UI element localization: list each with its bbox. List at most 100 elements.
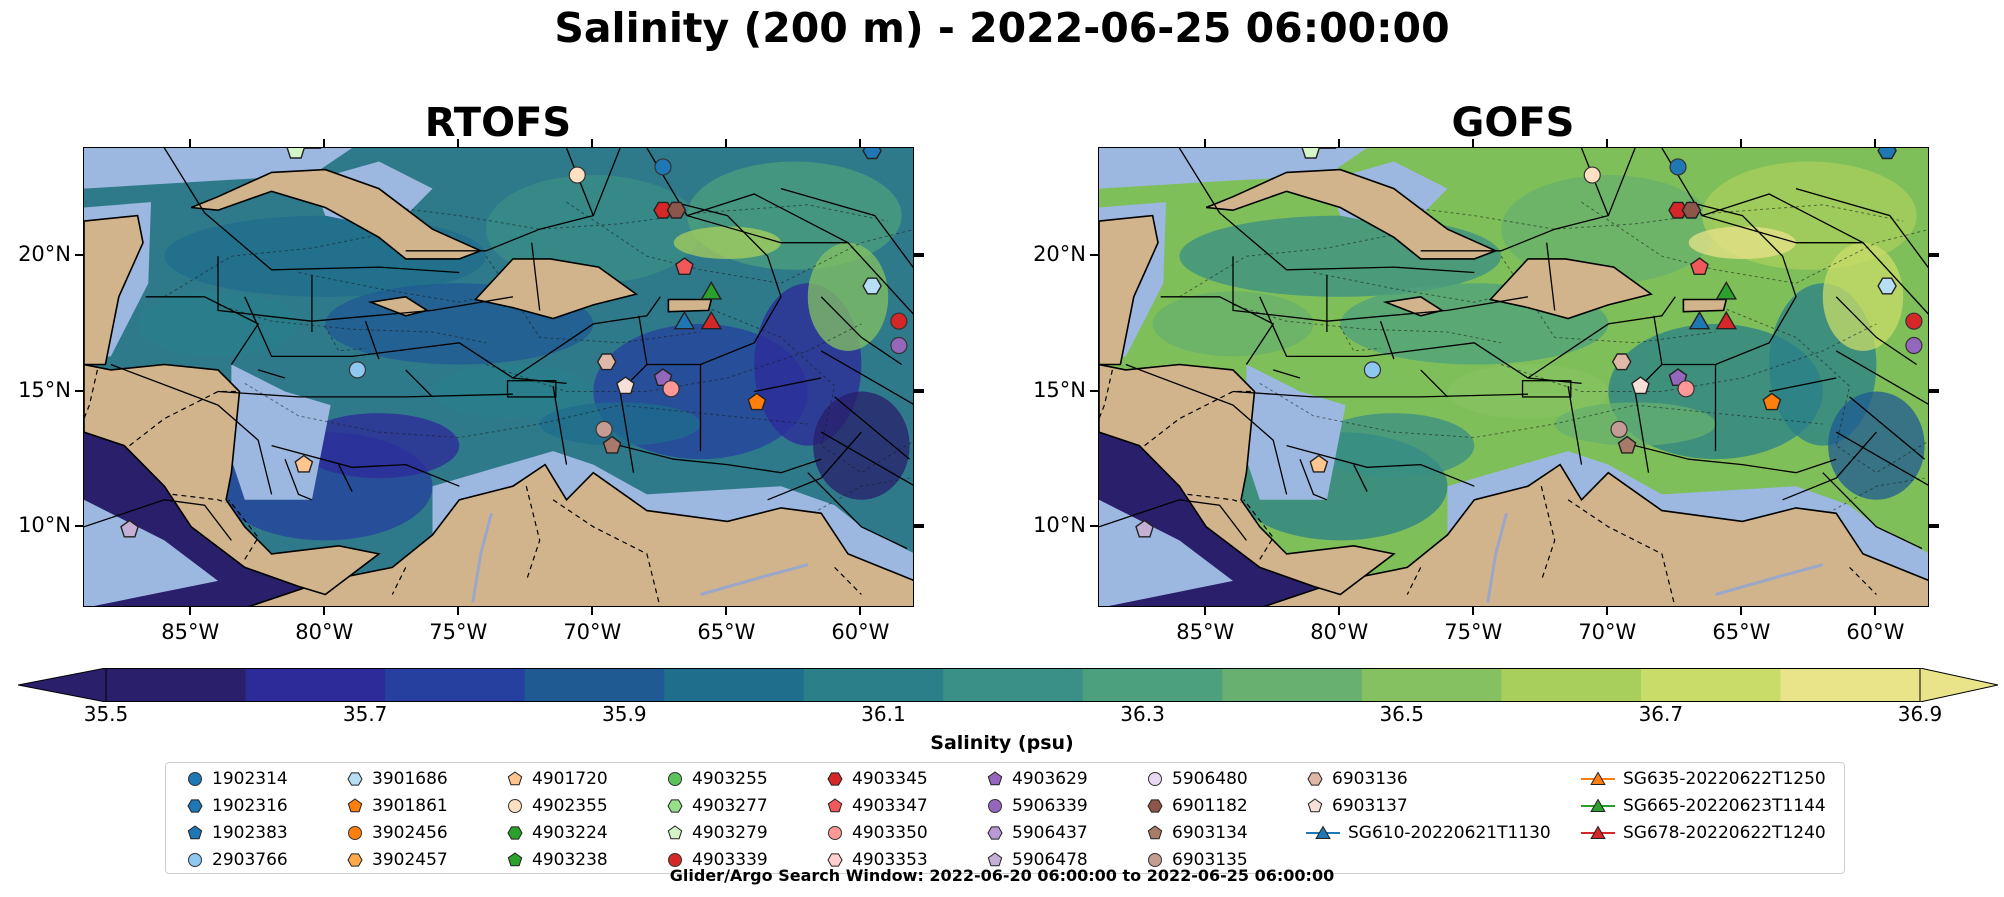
legend-label: 4903347 [852, 796, 928, 816]
hexagon-marker-icon [1147, 799, 1163, 813]
eez-boundary [767, 431, 862, 501]
legend-label: 4903255 [692, 769, 768, 789]
lon-tick-mark [1472, 607, 1475, 615]
marker-5906478 [1135, 519, 1154, 538]
triangle-marker-icon [1306, 825, 1340, 839]
legend-label: 3902457 [372, 850, 448, 870]
legend-label: 4903353 [852, 850, 928, 870]
figure-title: Salinity (200 m) - 2022-06-25 06:00:00 [554, 4, 1450, 52]
lat-tick-mark-right [1929, 523, 1939, 528]
bathymetry-contour [566, 201, 913, 284]
circle-marker-icon [188, 772, 202, 786]
lat-tick-mark [75, 254, 83, 257]
eez-boundary [1634, 444, 1837, 474]
marker-1902314 [1669, 158, 1687, 176]
colorbar-segment [1082, 668, 1223, 702]
salinity-patch [539, 402, 701, 446]
salinity-patch [1447, 364, 1609, 419]
hexagon-marker-icon [827, 853, 843, 867]
marker-1902314 [654, 158, 672, 176]
legend-item-SG665-20220623T1144: SG665-20220623T1144 [1581, 795, 1826, 817]
eez-box [1521, 380, 1572, 398]
pentagon-marker-icon [1307, 798, 1323, 813]
lon-tick-label: 85°W [1176, 620, 1235, 644]
lon-tick-mark-top [457, 139, 460, 147]
colorbar-segment [1780, 668, 1921, 702]
hexagon-marker-icon [1307, 772, 1323, 786]
lon-tick-mark-top [725, 139, 728, 147]
legend-item-5906478: 5906478 [986, 849, 1088, 871]
legend-item-SG610-20220621T1130: SG610-20220621T1130 [1306, 822, 1551, 844]
lon-tick-label: 65°W [1712, 620, 1771, 644]
colorbar-tick-label: 36.7 [1638, 702, 1684, 726]
circle-marker-icon [1148, 853, 1162, 867]
eez-boundary [780, 187, 913, 269]
legend-item-4903339: 4903339 [666, 849, 768, 871]
lon-tick-mark-top [1740, 139, 1743, 147]
legend-label: 4903345 [852, 769, 928, 789]
land-central-america [84, 363, 381, 596]
circle-marker-icon [668, 853, 682, 867]
land-hispaniola [1488, 258, 1654, 320]
map-panel-gofs [1098, 147, 1929, 607]
eez-boundary [1353, 464, 1368, 492]
shelf-water [84, 499, 218, 606]
pentagon-marker-icon [347, 798, 363, 813]
eez-boundary [1795, 187, 1928, 269]
colorbar-segment [1361, 668, 1502, 702]
legend-label: 4903238 [532, 850, 608, 870]
bathymetry-contour [1179, 234, 1394, 298]
marker-3901861 [1762, 392, 1782, 411]
salinity-patch [432, 364, 594, 419]
marker-4903347 [1690, 257, 1709, 276]
legend-item-4903238: 4903238 [506, 849, 608, 871]
eez-boundary [1219, 212, 1475, 274]
eez-boundary [84, 499, 232, 541]
bathymetry-contour [164, 234, 379, 298]
land-puerto-rico [667, 298, 713, 313]
marker-4903339 [1905, 312, 1923, 330]
eez-boundary [820, 296, 902, 366]
lon-tick-mark [457, 607, 460, 615]
marker-6901182 [666, 201, 687, 219]
circle-marker-icon [508, 799, 522, 813]
lon-tick-mark [1606, 607, 1609, 615]
marker-5906339 [890, 336, 908, 355]
hexagon-marker-icon [987, 826, 1003, 840]
lon-tick-label: 75°W [1444, 620, 1503, 644]
lon-tick-mark-top [1472, 139, 1475, 147]
eez-boundary [1835, 296, 1917, 366]
river [1715, 563, 1824, 596]
eez-boundary [834, 396, 911, 460]
lon-tick-mark-top [859, 139, 862, 147]
lon-tick-label: 60°W [831, 620, 890, 644]
eez-boundary [820, 350, 913, 405]
legend-item-3901861: 3901861 [346, 795, 448, 817]
colorbar-extend-max [1919, 668, 1998, 702]
eez-boundary [1822, 472, 1923, 550]
salinity-patch [807, 242, 889, 351]
country-border [1243, 499, 1274, 560]
legend-item-5906339: 5906339 [986, 795, 1088, 817]
lat-tick-label: 20°N [1033, 242, 1086, 267]
eez-boundary [110, 363, 273, 495]
colorbar-tick-label: 36.9 [1897, 702, 1943, 726]
colorbar-tick-label: 36.1 [861, 702, 906, 726]
legend-item-4903629: 4903629 [986, 768, 1088, 790]
legend-label: 4903279 [692, 823, 768, 843]
hexagon-marker-icon [347, 853, 363, 867]
country-border [129, 390, 240, 447]
legend: 1902314 1902316 1902383 2903766 3901686 39018… [165, 762, 1845, 874]
lon-tick-mark-top [189, 139, 192, 147]
lat-tick-label: 10°N [1033, 512, 1086, 537]
legend-label: 4902355 [532, 796, 608, 816]
triangle-marker-icon [1581, 825, 1615, 839]
legend-item-4903277: 4903277 [666, 795, 768, 817]
colorbar-segment [524, 668, 665, 702]
legend-item-3902457: 3902457 [346, 849, 448, 871]
salinity-patch [298, 413, 460, 479]
land-puerto-rico [1682, 298, 1728, 313]
colorbar-label: Salinity (psu) [930, 732, 1074, 754]
lon-tick-mark [1204, 607, 1207, 615]
eez-boundary [1567, 385, 1583, 465]
